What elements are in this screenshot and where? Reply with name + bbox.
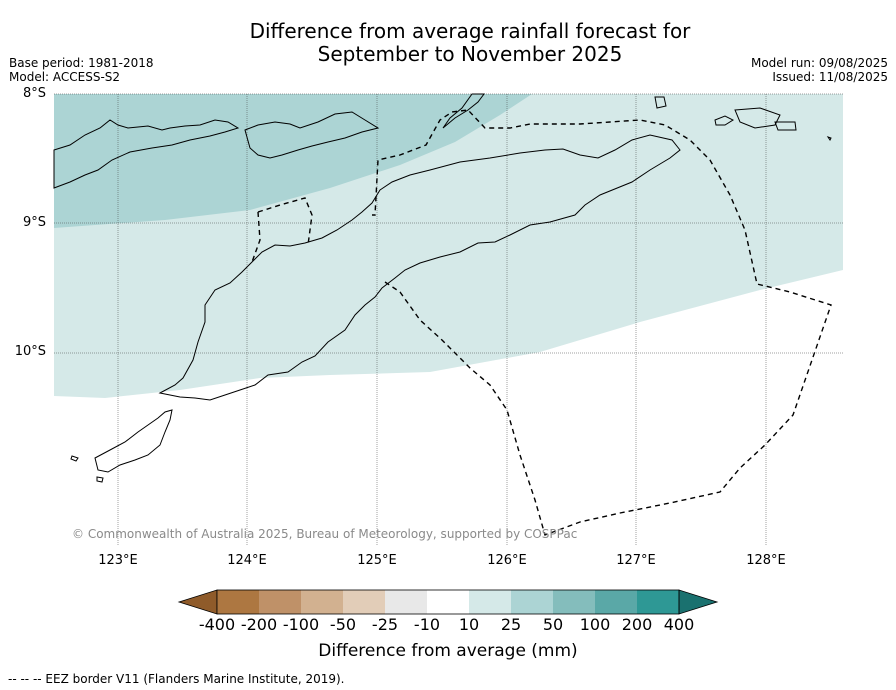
gridlines [54,93,843,545]
colorbar-tick-label: 100 [579,615,611,634]
islet-1 [654,96,667,109]
colorbar-tick-label: 50 [542,615,564,634]
lat-label-10s: 10°S [14,344,46,359]
colorbar-outline [216,589,680,615]
colorbar-segment [301,590,343,614]
eez-border-east [372,109,832,536]
title-line-2: September to November 2025 [317,42,623,66]
alor-coastline [244,111,380,159]
colorbar-segment [595,590,637,614]
colorbar-tick-label: 400 [663,615,695,634]
colorbar-tick-label: -50 [329,615,357,634]
lon-label-123e: 123°E [98,553,138,568]
eez-border-west [251,197,313,263]
eez-border [251,109,832,536]
islet-2 [714,115,735,126]
copyright: © Commonwealth of Australia 2025, Bureau… [72,527,578,541]
timor-coastline [158,134,681,401]
colorbar-segment [637,590,679,614]
colorbar-arrow-right [678,589,719,615]
small-island-2 [96,476,104,483]
lon-label-126e: 126°E [487,553,527,568]
lon-label-125e: 125°E [357,553,397,568]
small-island-1 [70,455,79,462]
lat-label-9s: 9°S [22,215,46,230]
colorbar-title: Difference from average (mm) [318,641,578,661]
islet-5 [826,136,832,141]
colorbar-segment [427,590,469,614]
colorbar-segment [469,590,511,614]
chart-title: Difference from average rainfall forecas… [0,20,896,66]
colorbar-tick-label: -100 [282,615,320,634]
lon-label-128e: 128°E [746,553,786,568]
colorbar-tick-label: 25 [500,615,522,634]
islet-3 [734,107,781,129]
islet-4 [774,121,797,131]
model-run: Model run: 09/08/2025 [750,56,888,70]
colorbar-segment [385,590,427,614]
lat-label-8s: 8°S [22,86,46,101]
colorbar-tick-label: 200 [621,615,653,634]
model-name: Model: ACCESS-S2 [9,70,121,84]
coastlines [53,93,832,483]
colorbar-tick-label: 10 [458,615,480,634]
flores-coastline [53,119,240,189]
colorbar-tick-label: -400 [198,615,236,634]
colorbar-tick-label: -200 [240,615,278,634]
colorbar-tick-label: -25 [371,615,399,634]
colorbar-segment [217,590,259,614]
meta-left: Base period: 1981-2018 Model: ACCESS-S2 [9,56,154,84]
colorbar-segment [511,590,553,614]
rote-island-coastline [94,409,173,473]
lon-label-127e: 127°E [616,553,656,568]
colorbar-segment [343,590,385,614]
issued-date: Issued: 11/08/2025 [772,70,888,84]
title-line-1: Difference from average rainfall forecas… [249,19,691,43]
colorbar-segment [259,590,301,614]
meta-right: Model run: 09/08/2025 Issued: 11/08/2025 [751,56,888,84]
colorbar-arrow-left [177,589,218,615]
colorbar-tick-label: -10 [413,615,441,634]
colorbar-segment [553,590,595,614]
footnote: -- -- -- EEZ border V11 (Flanders Marine… [8,672,345,686]
base-period: Base period: 1981-2018 [9,56,154,70]
wetar-coastline [442,93,485,129]
lon-label-124e: 124°E [227,553,267,568]
